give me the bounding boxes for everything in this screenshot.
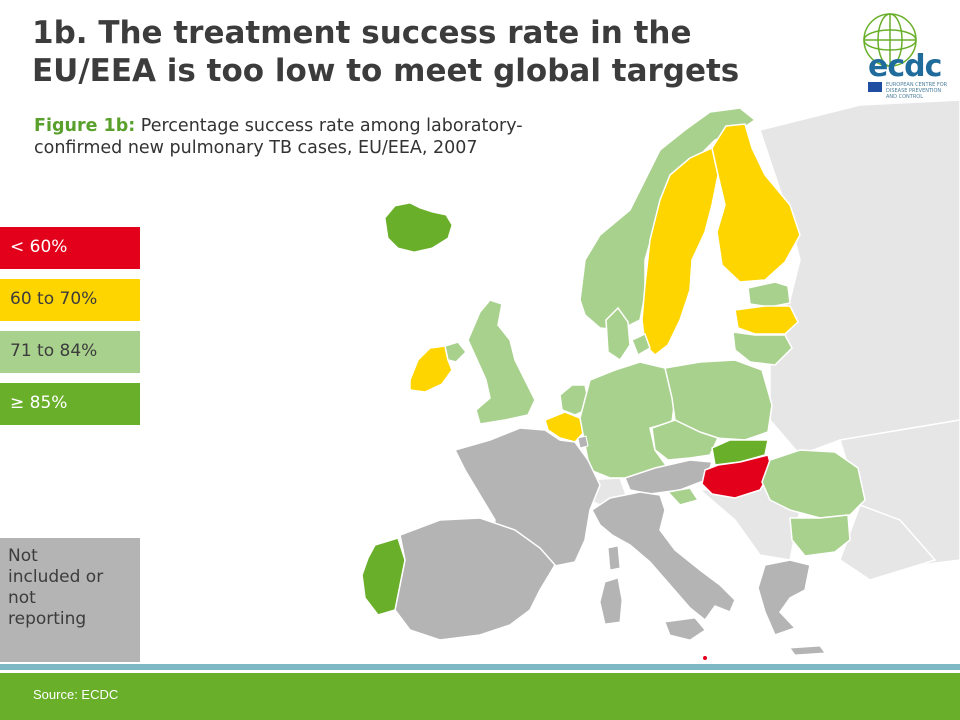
logo-line-3: AND CONTROL bbox=[886, 94, 923, 100]
legend-not-included-line-4: reporting bbox=[8, 609, 87, 629]
legend-not-included-line-3: not bbox=[8, 588, 36, 608]
legend-85-plus: ≥ 85% bbox=[0, 383, 140, 425]
map-crete bbox=[789, 645, 826, 656]
map-sardinia bbox=[599, 577, 623, 625]
map-corsica bbox=[607, 545, 621, 571]
map-malta bbox=[703, 656, 707, 660]
legend-not-included-line-1: Not bbox=[8, 546, 38, 566]
source-note: Source: ECDC bbox=[33, 687, 119, 702]
map-iceland bbox=[384, 202, 453, 253]
non-eu-land bbox=[581, 99, 960, 581]
map-luxembourg bbox=[577, 435, 589, 449]
logo-line-2: DISEASE PREVENTION bbox=[886, 88, 941, 94]
map-germany bbox=[579, 361, 676, 479]
footer-bar bbox=[0, 673, 960, 720]
map-estonia bbox=[747, 281, 791, 308]
map-united-kingdom bbox=[467, 299, 536, 425]
legend-71-to-84: 71 to 84% bbox=[0, 331, 140, 373]
page-title: 1b. The treatment success rate in the EU… bbox=[32, 14, 832, 90]
map-finland bbox=[711, 123, 801, 283]
map-czech-republic bbox=[651, 419, 720, 461]
map-france bbox=[453, 427, 601, 569]
figure-caption: Figure 1b: Percentage success rate among… bbox=[34, 115, 634, 159]
page-title-line-2: EU/EEA is too low to meet global targets bbox=[32, 53, 740, 89]
map-slovenia bbox=[666, 487, 700, 506]
ecdc-logo: ecdc EUROPEAN CENTRE FOR DISEASE PREVENT… bbox=[863, 13, 948, 100]
map-northern-ireland bbox=[444, 341, 468, 363]
map-denmark bbox=[605, 306, 631, 362]
map-belgium bbox=[544, 411, 585, 443]
page-title-line-1: 1b. The treatment success rate in the bbox=[32, 15, 692, 51]
map-sicily bbox=[664, 617, 706, 641]
legend-60-to-70: 60 to 70% bbox=[0, 279, 140, 321]
svg-text:ecdc: ecdc bbox=[868, 49, 941, 84]
figure-caption-lead: Figure 1b: bbox=[34, 116, 136, 136]
eu-flag-icon bbox=[868, 82, 882, 92]
legend-not-included: Not included or not reporting bbox=[0, 538, 140, 662]
map-poland bbox=[664, 359, 773, 441]
map-italy bbox=[591, 491, 736, 622]
map-greece bbox=[757, 559, 811, 636]
map-lithuania bbox=[732, 331, 793, 366]
figure-caption-line-2: confirmed new pulmonary TB cases, EU/EEA… bbox=[34, 138, 478, 158]
map-latvia bbox=[734, 305, 799, 335]
map-romania bbox=[761, 449, 866, 519]
map-portugal bbox=[361, 537, 406, 616]
figure-caption-line-1: Percentage success rate among laboratory… bbox=[135, 116, 523, 136]
legend-not-included-line-2: included or bbox=[8, 567, 104, 587]
map-ireland bbox=[409, 345, 453, 393]
globe-icon bbox=[863, 13, 917, 67]
map-denmark-island bbox=[631, 332, 651, 357]
footer-divider bbox=[0, 664, 960, 670]
logo-line-1: EUROPEAN CENTRE FOR bbox=[886, 82, 948, 88]
map-bulgaria bbox=[789, 514, 851, 557]
map-sweden bbox=[641, 146, 719, 356]
legend-under-60: < 60% bbox=[0, 227, 140, 269]
